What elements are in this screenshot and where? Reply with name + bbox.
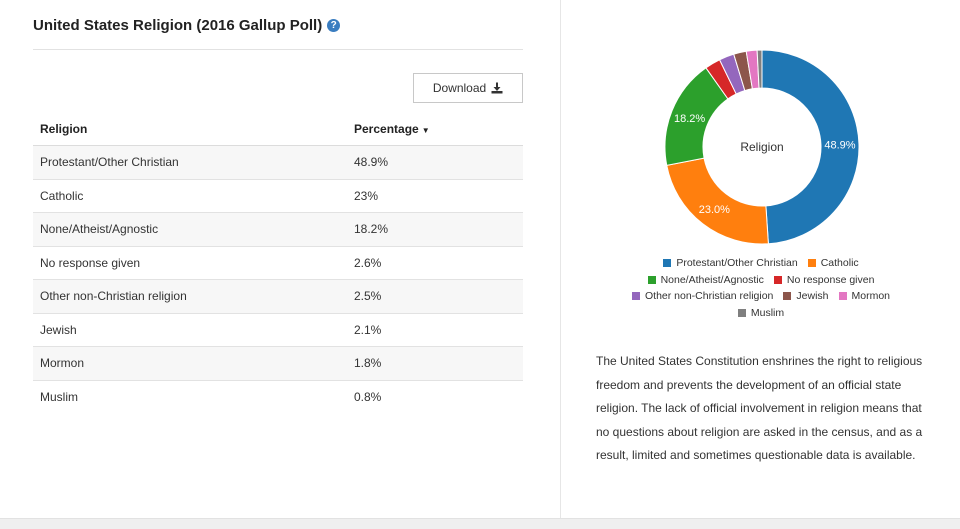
download-icon [491,82,503,94]
legend-swatch [663,259,672,268]
legend-label: None/Atheist/Agnostic [660,273,764,286]
legend-row: Muslim [591,305,931,322]
legend-item[interactable]: Jewish [783,290,829,303]
caret-down-icon: ▼ [421,126,430,135]
table-row: None/Atheist/Agnostic 18.2% [33,212,523,247]
legend-label: Jewish [796,290,829,303]
title-divider [33,49,523,50]
legend-swatch [737,308,746,317]
percentage-cell: 2.1% [347,313,523,347]
legend-swatch [783,292,792,301]
panel-divider [560,0,561,518]
column-header-percentage[interactable]: Percentage ▼ [347,113,523,146]
religion-cell: None/Atheist/Agnostic [33,212,347,247]
donut-chart: 48.9% 23.0% 18.2% Religion [664,49,860,245]
legend-swatch [773,275,782,284]
chart-legend: Protestant/Other Christian Catholic None/A… [591,255,931,321]
religion-cell: Mormon [33,346,347,381]
help-icon[interactable]: ? [327,18,341,32]
bottom-strip [0,518,960,529]
religion-cell: Other non-Christian religion [33,279,347,314]
religion-table: Religion Percentage ▼ Protestant/Other Ch… [33,113,523,413]
chart-panel: 48.9% 23.0% 18.2% Religion Protestant/Other… [561,0,960,518]
legend-label: Catholic [820,257,859,270]
donut-slice[interactable] [761,49,860,245]
slice-data-label: 48.9% [824,139,855,151]
religion-cell: Muslim [40,389,78,404]
legend-swatch [807,259,816,268]
legend-item[interactable]: Protestant/Other Christian [663,257,798,270]
religion-cell: Jewish [33,313,347,347]
description-text: The United States Constitution enshrines… [596,354,923,463]
title-row: United States Religion (2016 Gallup Poll… [33,14,341,36]
legend-label: No response given [786,273,875,286]
legend-label: Other non-Christian religion [644,290,774,303]
table-row: Catholic 23% [33,179,523,213]
religion-cell: Catholic [33,179,347,213]
table-row: Jewish 2.1% [33,313,523,347]
percentage-cell: 48.9% [347,145,523,180]
percentage-cell: 2.6% [347,246,523,280]
legend-swatch [647,275,656,284]
donut-slice[interactable] [756,49,763,89]
religion-cell: No response given [33,246,347,280]
percentage-cell: 23% [347,179,523,213]
legend-label: Mormon [851,290,891,303]
legend-item[interactable]: Muslim [737,306,785,319]
donut-slice[interactable] [666,157,769,245]
table-header-row: Religion Percentage ▼ [33,113,523,146]
table-row: No response given 2.6% [33,246,523,280]
legend-label: Protestant/Other Christian [676,257,798,270]
legend-item[interactable]: Catholic [807,257,859,270]
legend-item[interactable]: Mormon [838,290,891,303]
table-row: Muslim 0.8% [33,380,523,413]
legend-item[interactable]: No response given [773,273,875,286]
table-row: Other non-Christian religion 2.5% [33,279,523,314]
download-button[interactable]: Download [413,73,523,103]
legend-swatch [838,292,847,301]
legend-label: Muslim [750,306,785,319]
legend-item[interactable]: Other non-Christian religion [631,290,774,303]
slice-data-label: 18.2% [674,113,705,125]
legend-swatch [631,292,640,301]
percentage-cell: 1.8% [347,346,523,381]
table-panel: United States Religion (2016 Gallup Poll… [33,14,523,413]
column-header-religion[interactable]: Religion [33,113,347,146]
percentage-cell: 2.5% [347,279,523,314]
percentage-cell: 0.8% [354,389,382,404]
slice-data-label: 23.0% [699,204,730,216]
legend-row: Protestant/Other Christian Catholic [591,255,931,272]
table-body: Protestant/Other Christian 48.9% Catholic 2… [33,145,523,414]
donut-center-label: Religion [740,140,783,154]
legend-row: None/Atheist/Agnostic No response given [591,272,931,289]
download-label: Download [432,81,487,95]
table-row: Protestant/Other Christian 48.9% [33,145,523,180]
percentage-cell: 18.2% [347,212,523,247]
religion-cell: Protestant/Other Christian [33,145,347,180]
table-row: Mormon 1.8% [33,346,523,381]
legend-row: Other non-Christian religion Jewish Mormon [591,288,931,305]
legend-item[interactable]: None/Atheist/Agnostic [647,273,764,286]
page-title: United States Religion (2016 Gallup Poll… [33,16,323,34]
